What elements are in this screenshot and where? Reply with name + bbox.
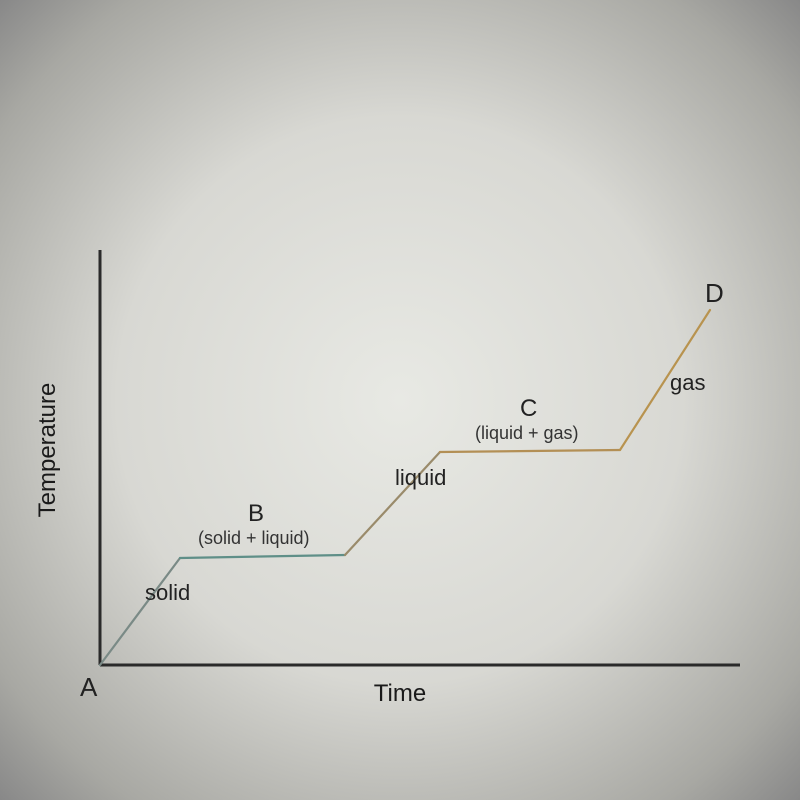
region-b-label: B (248, 500, 264, 528)
y-axis-label: Temperature (34, 383, 62, 518)
region-c-sublabel: (liquid + gas) (475, 423, 579, 444)
region-b-sublabel: (solid + liquid) (198, 528, 310, 549)
curve-segment-melting-plateau (180, 555, 345, 558)
point-d-label: D (705, 278, 724, 309)
phase-gas-label: gas (670, 370, 705, 396)
curve-segment-solid-rise (100, 558, 180, 665)
point-a-label: A (80, 672, 97, 703)
phase-solid-label: solid (145, 580, 190, 606)
region-c-label: C (520, 395, 537, 423)
curve-segment-boiling-plateau (440, 450, 620, 452)
x-axis-label: Time (374, 680, 426, 708)
heating-curve-chart: Temperature Time A D solid liquid gas B … (0, 0, 800, 800)
phase-liquid-label: liquid (395, 465, 446, 491)
axes (100, 250, 740, 665)
